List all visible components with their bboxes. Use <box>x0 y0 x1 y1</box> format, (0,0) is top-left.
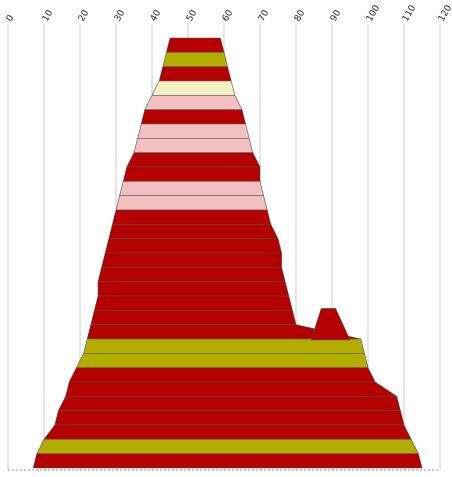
band-row-10 <box>122 166 261 182</box>
x-tick-label: 20 <box>77 8 92 23</box>
x-tick-label: 80 <box>293 8 308 23</box>
band-row-19 <box>94 295 293 311</box>
band-row-15 <box>104 238 282 254</box>
x-tick-label: 10 <box>41 8 56 23</box>
band-row-11 <box>119 181 264 196</box>
x-tick-label: 40 <box>149 8 164 23</box>
band-row-17 <box>97 267 286 282</box>
x-tick-label: 70 <box>257 8 272 23</box>
secondary-peak <box>310 308 351 341</box>
band-row-7 <box>137 123 250 139</box>
x-tick-label: 30 <box>113 8 128 23</box>
x-tick-label: 60 <box>221 8 236 23</box>
band-row-29 <box>36 439 419 454</box>
band-row-16 <box>101 252 282 268</box>
band-row-8 <box>133 138 254 153</box>
band-row-30 <box>32 453 423 469</box>
band-row-2 <box>162 52 228 67</box>
x-tick-label: 120 <box>437 3 452 23</box>
band-row-14 <box>108 224 279 239</box>
x-tick-label: 50 <box>185 8 200 23</box>
band-row-6 <box>140 109 246 125</box>
band-row-5 <box>144 95 243 110</box>
band-row-24 <box>68 367 376 383</box>
band-row-3 <box>158 66 232 82</box>
band-row-25 <box>65 381 398 397</box>
band-row-4 <box>151 80 236 96</box>
x-tick-label: 90 <box>329 8 344 23</box>
band-row-28 <box>43 424 412 440</box>
band-row-9 <box>126 152 261 168</box>
band-row-27 <box>54 410 405 426</box>
band-row-13 <box>112 209 272 225</box>
x-tick-label: 0 <box>5 13 17 23</box>
band-row-26 <box>57 396 401 411</box>
x-tick-label: 100 <box>365 3 382 23</box>
band-row-23 <box>75 353 369 368</box>
band-row-1 <box>166 37 225 53</box>
band-row-12 <box>115 195 268 211</box>
band-row-20 <box>90 310 297 325</box>
x-axis-tick-labels: 0 10 20 30 40 50 60 70 80 90 100 110 120 <box>5 3 452 23</box>
x-tick-label: 110 <box>401 3 418 23</box>
band-row-22 <box>83 338 365 354</box>
band-row-18 <box>97 281 290 297</box>
stacked-bands <box>32 37 423 469</box>
